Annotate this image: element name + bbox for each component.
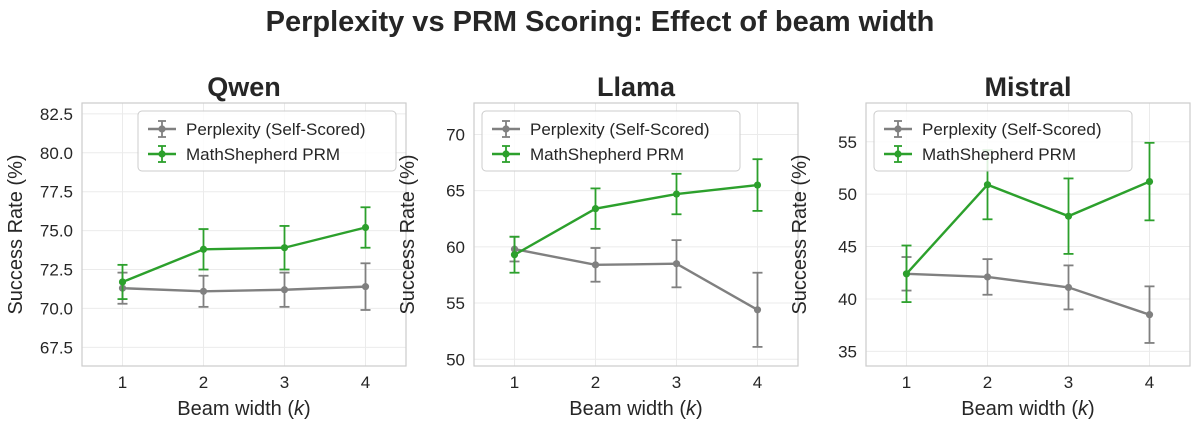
mistral-legend-label: Perplexity (Self-Scored) [922,120,1102,139]
llama-x-tick-label: 1 [510,373,519,392]
qwen-perplexity-self-scored--point [199,287,208,295]
qwen-series-perplexity-self-scored- [117,262,371,311]
qwen-mathshepherd-prm-point [280,244,289,252]
qwen-legend-marker [158,125,166,133]
llama-series-perplexity-self-scored- [509,235,763,348]
qwen-mathshepherd-prm-point [361,223,370,232]
llama-legend-marker [502,150,510,158]
qwen-y-axis-label: Success Rate (%) [5,154,27,314]
qwen-legend-label: Perplexity (Self-Scored) [186,120,366,139]
subplot-llama: 1 2 3 4 50 55 60 65 70 Llama Beam width (k) Success… [397,72,799,420]
llama-legend-marker [502,125,510,133]
mistral-legend-marker [894,150,902,158]
llama-series-mathshepherd-prm [509,158,763,274]
mistral-legend-marker [894,125,902,133]
mistral-perplexity-self-scored--point [983,273,992,281]
mistral-y-tick-label: 55 [838,133,857,152]
llama-y-tick-label: 65 [446,182,465,201]
subplot-qwen: 1 2 3 4 67.5 70.0 72.5 75.0 77.5 80.0 82.5 Qwen Beam… [5,72,407,420]
llama-mathshepherd-prm-line [513,183,758,256]
qwen-x-tick-label: 1 [118,373,127,392]
mistral-mathshepherd-prm-line [905,180,1150,275]
llama-mathshepherd-prm-point [672,190,681,198]
mistral-y-tick-label: 45 [838,238,857,257]
qwen-mathshepherd-prm-line [122,226,366,284]
qwen-y-tick-label: 70.0 [40,299,73,318]
llama-axes-frame [473,102,799,367]
llama-mathshepherd-prm-point [510,251,519,259]
llama-y-tick-label: 50 [446,350,465,369]
qwen-legend: Perplexity (Self-Scored) MathShepherd PRM [137,110,397,172]
llama-legend-label: Perplexity (Self-Scored) [530,120,710,139]
qwen-perplexity-self-scored--line [122,285,366,293]
llama-perplexity-self-scored--line [514,247,759,311]
mistral-perplexity-self-scored--point [1145,311,1154,319]
mistral-mathshepherd-prm-point [983,181,992,189]
mistral-perplexity-self-scored--line [906,272,1150,316]
mistral-subplot-title: Mistral [984,72,1071,102]
llama-perplexity-self-scored--point [672,260,681,268]
qwen-y-tick-label: 82.5 [40,105,73,124]
mistral-y-tick-label: 50 [838,185,857,204]
mistral-mathshepherd-prm-point [902,270,911,278]
mistral-y-tick-label: 35 [838,342,857,361]
qwen-y-tick-label: 72.5 [40,261,73,280]
llama-y-tick-label: 55 [446,294,465,313]
llama-legend-box [481,110,741,172]
mistral-x-tick-label: 3 [1064,373,1073,392]
qwen-mathshepherd-prm-point [118,278,127,286]
figure-title: Perplexity vs PRM Scoring: Effect of bea… [265,6,935,38]
mistral-mathshepherd-prm-point [1064,212,1073,220]
llama-y-axis-label: Success Rate (%) [397,154,419,314]
qwen-x-tick-label: 3 [280,373,289,392]
llama-y-tick-label: 60 [446,238,465,257]
qwen-legend-marker [158,150,166,158]
mistral-x-tick-label: 2 [983,373,992,392]
mistral-x-axis-label: Beam width (k) [961,398,1094,420]
mistral-legend-label: MathShepherd PRM [922,145,1076,164]
qwen-y-tick-label: 77.5 [40,183,73,202]
qwen-series-mathshepherd-prm [117,206,371,300]
mistral-x-tick-label: 4 [1145,373,1154,392]
mistral-legend: Perplexity (Self-Scored) MathShepherd PRM [873,110,1133,172]
mistral-series-perplexity-self-scored- [901,256,1155,344]
subplot-mistral: 1 2 3 4 35 40 45 50 55 Mistral Beam width (k) Succe… [789,72,1191,420]
qwen-x-tick-label: 2 [199,373,208,392]
llama-perplexity-self-scored--point [591,261,600,269]
mistral-axes-frame [865,102,1191,367]
qwen-perplexity-self-scored--point [280,286,289,294]
llama-x-tick-label: 3 [672,373,681,392]
mistral-legend-box [873,110,1133,172]
llama-legend-label: MathShepherd PRM [530,145,684,164]
mistral-y-tick-label: 40 [838,290,857,309]
qwen-perplexity-self-scored--point [361,283,370,291]
mistral-x-tick-label: 1 [902,373,911,392]
llama-x-axis-label: Beam width (k) [569,398,702,420]
llama-mathshepherd-prm-point [591,205,600,213]
qwen-subplot-title: Qwen [207,72,281,102]
qwen-mathshepherd-prm-point [199,245,208,253]
qwen-y-tick-label: 75.0 [40,222,73,241]
qwen-legend-label: MathShepherd PRM [186,145,340,164]
qwen-x-axis-label: Beam width (k) [177,398,310,420]
qwen-x-tick-label: 4 [361,373,370,392]
llama-mathshepherd-prm-point [753,181,762,189]
qwen-legend-box [137,110,397,172]
llama-legend: Perplexity (Self-Scored) MathShepherd PRM [481,110,741,172]
qwen-axes-frame [81,102,407,367]
qwen-y-tick-label: 80.0 [40,144,73,163]
mistral-perplexity-self-scored--point [1064,283,1073,292]
llama-subplot-title: Llama [597,72,676,102]
mistral-mathshepherd-prm-point [1145,177,1154,186]
llama-perplexity-self-scored--point [753,306,762,314]
llama-x-tick-label: 4 [753,373,762,392]
llama-y-tick-label: 70 [446,125,465,144]
mistral-y-axis-label: Success Rate (%) [789,154,811,314]
llama-x-tick-label: 2 [591,373,600,392]
qwen-y-tick-label: 67.5 [40,338,73,357]
